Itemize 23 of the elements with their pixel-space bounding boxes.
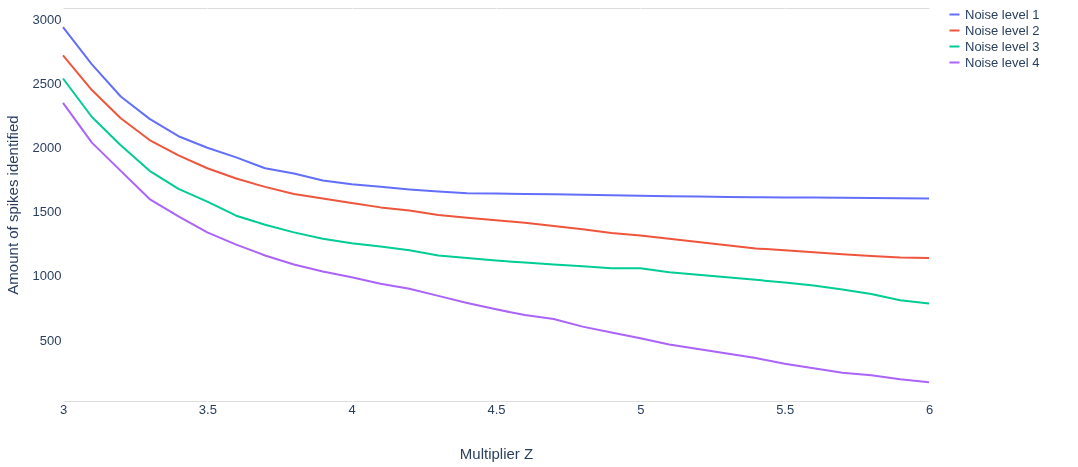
- y-tick-label: 1500: [32, 204, 62, 220]
- y-tick-label: 2000: [32, 140, 62, 156]
- legend-label: Noise level 4: [965, 54, 1040, 70]
- y-tick-label: 3000: [32, 12, 62, 28]
- legend-label: Noise level 2: [965, 22, 1040, 38]
- y-tick-label: 1000: [32, 268, 62, 284]
- x-tick-label: 6: [925, 401, 934, 417]
- x-tick-label: 5: [637, 401, 645, 417]
- line-series: [62, 101, 930, 384]
- legend-label: Noise level 3: [965, 38, 1040, 54]
- y-tick-label: 500: [39, 332, 62, 348]
- line-series: [62, 26, 930, 200]
- y-axis-title: Amount of spikes identified: [3, 115, 21, 295]
- x-tick-label: 4: [348, 401, 356, 417]
- y-tick-label: 2500: [32, 76, 62, 92]
- x-axis-title: Multiplier Z: [459, 444, 534, 462]
- legend-label: Noise level 1: [965, 6, 1040, 22]
- x-tick-label: 4.5: [487, 401, 506, 417]
- line-series: [62, 54, 930, 260]
- x-tick-label: 5.5: [776, 401, 795, 417]
- x-tick-label: 3: [59, 401, 68, 417]
- line-series: [62, 77, 930, 305]
- x-tick-label: 3.5: [198, 401, 217, 417]
